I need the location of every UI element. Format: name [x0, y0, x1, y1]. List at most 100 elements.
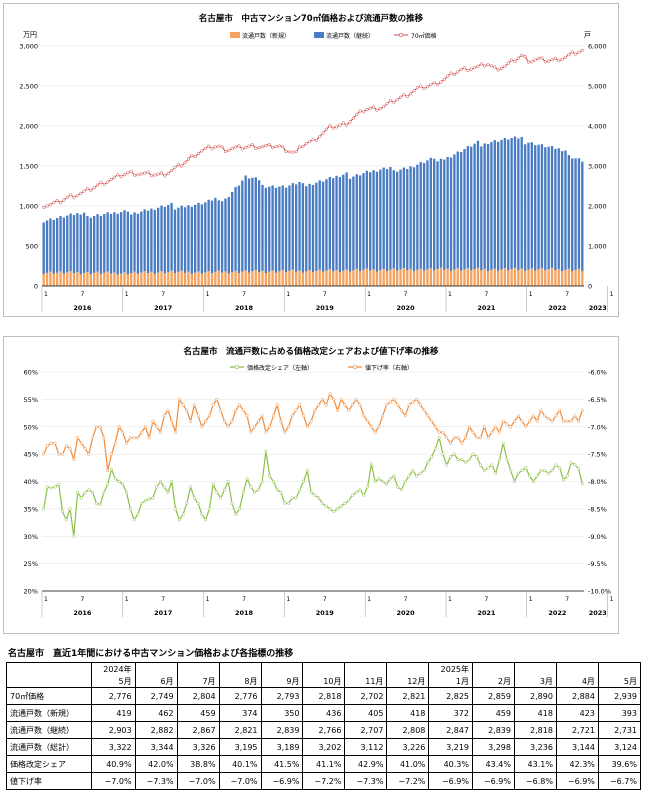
bar-cont	[237, 185, 241, 274]
cut-marker	[245, 414, 249, 418]
share-marker	[501, 441, 505, 445]
bar-new	[140, 272, 143, 286]
x-month-tick: 1	[206, 596, 210, 603]
price-marker	[506, 61, 510, 65]
bar-cont	[379, 169, 382, 271]
table-cell: 3,326	[176, 738, 220, 756]
bar-cont	[251, 177, 254, 272]
cut-marker	[113, 441, 117, 445]
price-marker	[267, 142, 271, 147]
price-marker	[409, 92, 413, 96]
bar-cont	[537, 144, 540, 270]
share-marker	[76, 490, 80, 494]
bar-new	[66, 272, 69, 286]
bar-cont	[96, 214, 99, 272]
cut-marker	[143, 425, 147, 429]
share-marker	[143, 499, 147, 503]
legend-price-label: 70㎡価格	[411, 32, 437, 40]
y-right-tick-label: 1,000	[588, 243, 607, 251]
bar-new	[234, 270, 237, 286]
x-year-label: 2017	[154, 304, 172, 312]
bar-cont	[123, 210, 126, 273]
bar-cont	[271, 185, 274, 271]
cut-marker	[294, 408, 298, 412]
share-marker	[106, 482, 110, 486]
x-month-tick: 7	[80, 291, 84, 298]
price-marker	[526, 60, 531, 64]
y-right-tick-label: -10.0%	[588, 588, 611, 596]
cut-marker	[358, 403, 362, 407]
price-marker	[462, 66, 467, 70]
bar-cont	[82, 212, 86, 274]
cut-marker	[309, 419, 313, 423]
y-right-tick-label: 0	[588, 283, 592, 291]
share-marker	[392, 474, 396, 478]
bar-new	[136, 273, 140, 286]
bar-new	[352, 270, 355, 286]
table-year-cell: 2025年	[428, 662, 473, 675]
table-cell: −7.2%	[386, 772, 430, 790]
share-marker	[260, 479, 264, 484]
share-marker	[124, 490, 129, 494]
bar-new	[402, 268, 406, 286]
bar-cont	[385, 169, 389, 272]
cut-marker	[185, 408, 189, 412]
table-month-header: 6月	[134, 675, 178, 688]
bar-new	[109, 273, 113, 286]
bar-cont	[321, 181, 325, 272]
cut-marker	[204, 419, 208, 423]
bar-new	[395, 270, 399, 286]
cut-marker	[177, 397, 181, 401]
bar-new	[170, 270, 173, 286]
cut-marker	[448, 441, 453, 445]
price-marker	[388, 99, 392, 103]
table-year-cell	[513, 662, 557, 675]
bar-new	[69, 271, 72, 286]
y-left-tick-label: 1,000	[19, 203, 38, 211]
bar-new	[89, 274, 92, 286]
share-marker	[286, 501, 291, 505]
bar-cont	[69, 213, 72, 272]
price-marker	[102, 182, 106, 186]
bar-cont	[456, 151, 459, 269]
price-marker	[419, 84, 423, 88]
table-cell: 2,804	[176, 687, 220, 705]
share-marker	[102, 490, 106, 494]
cut-marker	[132, 436, 136, 440]
bar-new	[291, 269, 294, 286]
table-month-header: 8月	[218, 675, 262, 688]
chart1-left-unit: 万円	[23, 31, 37, 39]
bar-cont	[348, 178, 352, 272]
share-marker	[539, 469, 543, 473]
table-cell: 2,776	[91, 687, 136, 705]
cut-marker	[546, 416, 550, 421]
cut-marker	[253, 425, 257, 429]
share-marker	[445, 463, 449, 467]
table-cell: 42.0%	[134, 755, 178, 773]
table-month-header: 7月	[176, 675, 220, 688]
cut-marker	[136, 436, 140, 440]
price-marker	[116, 173, 120, 177]
price-marker	[432, 81, 436, 85]
table-cell: 2,839	[472, 721, 515, 739]
table-cell: 3,236	[513, 738, 557, 756]
bar-cont	[177, 207, 180, 272]
cut-marker	[577, 419, 581, 423]
bar-cont	[261, 184, 264, 271]
cut-marker	[373, 430, 377, 434]
price-marker	[577, 50, 581, 54]
bar-new	[389, 269, 392, 286]
bar-new	[49, 271, 52, 286]
x-year-label: 2016	[73, 609, 92, 617]
share-marker	[516, 471, 520, 475]
bar-cont	[146, 210, 150, 274]
bar-new	[466, 268, 470, 286]
table-cell: 3,112	[344, 738, 388, 756]
cut-marker	[151, 419, 155, 423]
price-marker	[250, 143, 254, 147]
bar-cont	[180, 205, 183, 271]
share-marker	[399, 488, 404, 492]
share-marker	[264, 449, 268, 453]
share-marker	[117, 479, 121, 484]
bar-new	[332, 271, 335, 286]
